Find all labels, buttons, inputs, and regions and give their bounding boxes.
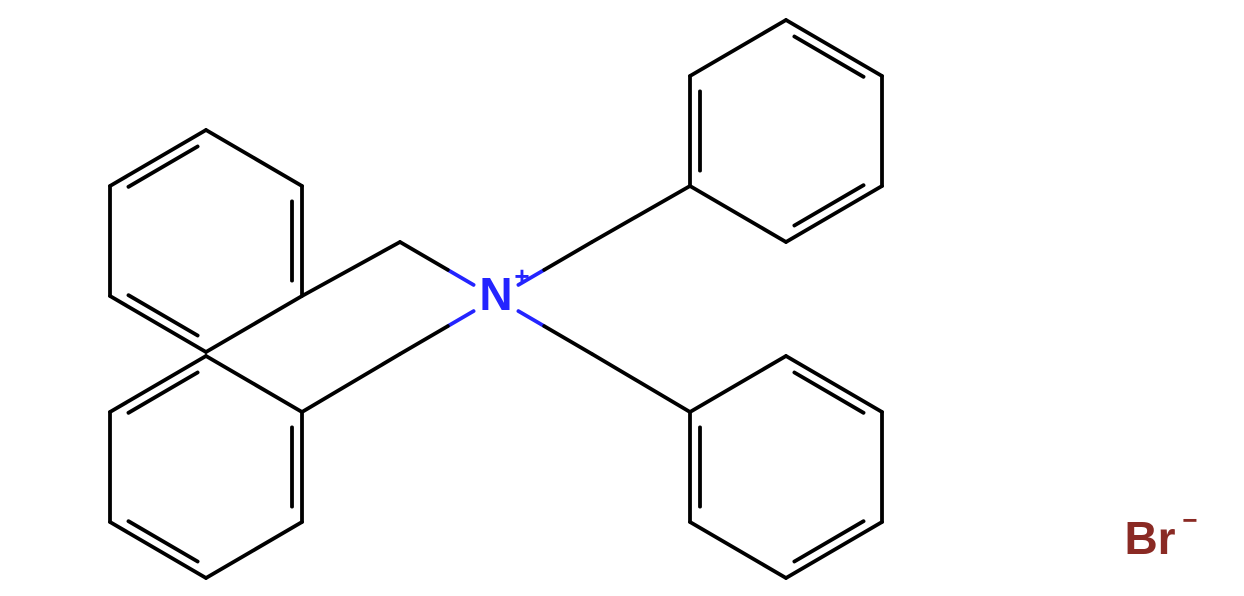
nitrogen-charge: + (514, 261, 529, 291)
molecule-canvas: N+ Br− (0, 0, 1244, 596)
nitrogen-atom: N (479, 268, 512, 320)
bromide-charge: − (1182, 505, 1197, 535)
bromide-ion: Br (1124, 512, 1175, 564)
